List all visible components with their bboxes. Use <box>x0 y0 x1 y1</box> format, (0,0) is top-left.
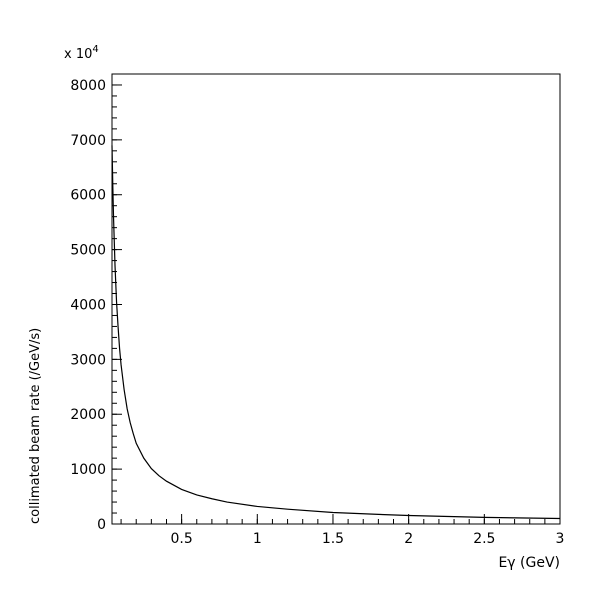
x-tick-label: 1.5 <box>322 531 344 547</box>
y-tick-label: 8000 <box>70 78 106 94</box>
y-tick-label: 2000 <box>70 407 106 423</box>
x-tick-label: 1 <box>253 531 262 547</box>
x-tick-label: 2.5 <box>473 531 495 547</box>
y-tick-label: 6000 <box>70 188 106 204</box>
x-axis: 0.5 1 1.5 2 2.5 3 <box>120 514 565 547</box>
y-tick-label: 3000 <box>70 352 106 368</box>
y-tick-label: 4000 <box>70 297 106 313</box>
x-tick-label: 0.5 <box>170 531 192 547</box>
x-tick-label: 3 <box>556 531 565 547</box>
y-multiplier: x 104 <box>64 44 99 62</box>
x-axis-label: Eγ (GeV) <box>498 555 560 571</box>
y-tick-label: 0 <box>97 517 106 533</box>
plot-frame <box>111 73 561 525</box>
y-axis: 0 1000 2000 3000 4000 5000 6000 7000 8000 <box>70 73 122 533</box>
x-tick-label: 2 <box>404 531 413 547</box>
y-axis-label: collimated beam rate (/GeV/s) <box>28 328 43 524</box>
y-tick-label: 5000 <box>70 243 106 259</box>
y-tick-label: 7000 <box>70 133 106 149</box>
series-line <box>111 145 561 520</box>
y-tick-label: 1000 <box>70 462 106 478</box>
y-multiplier-exponent: 4 <box>92 44 98 55</box>
y-multiplier-base: x 10 <box>64 47 92 62</box>
